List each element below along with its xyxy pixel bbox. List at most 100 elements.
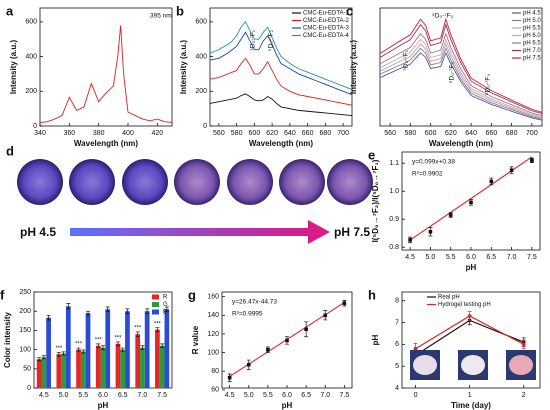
series-line bbox=[379, 38, 543, 118]
x-tick-label: 4.5 bbox=[405, 254, 415, 261]
bar bbox=[65, 306, 71, 388]
x-tick-label: 600 bbox=[425, 130, 437, 137]
y-axis-title: R value bbox=[191, 325, 200, 354]
x-tick-label: 4.5 bbox=[39, 392, 49, 399]
y-tick-label: 600 bbox=[195, 19, 207, 26]
legend-label: pH 7.0 bbox=[523, 48, 541, 54]
x-tick-label: 7.5 bbox=[527, 254, 537, 261]
error-bar bbox=[61, 351, 66, 356]
y-axis-title: Intensity (a.u.) bbox=[179, 40, 188, 95]
y-axis-title: Color intensity bbox=[3, 311, 12, 368]
x-tick-label: 2 bbox=[522, 392, 526, 399]
series-line bbox=[379, 47, 543, 120]
annotation: y=26.47x-44.73 bbox=[232, 299, 277, 306]
bar bbox=[100, 347, 106, 388]
bar bbox=[61, 353, 66, 388]
x-tick-label: 360 bbox=[63, 130, 75, 137]
photo bbox=[227, 159, 273, 205]
y-tick-label: 250 bbox=[19, 289, 31, 296]
panel-label: h bbox=[368, 287, 376, 302]
legend-label: CMC-Eu-EDTA-2 bbox=[303, 18, 350, 24]
error-bar bbox=[37, 357, 42, 362]
legend-label: pH 4.5 bbox=[523, 11, 541, 17]
point bbox=[521, 342, 526, 347]
y-tick-label: 200 bbox=[195, 88, 207, 95]
x-tick-label: 400 bbox=[122, 130, 134, 137]
error-bar bbox=[135, 331, 140, 337]
x-tick-label: 620 bbox=[266, 130, 278, 137]
point bbox=[428, 230, 433, 234]
photo-strip: d pH 4.5 pH 7.5 bbox=[6, 143, 373, 244]
error-bar bbox=[96, 343, 101, 349]
panel-label: c bbox=[346, 3, 353, 18]
x-axis-title: Wavelength (nm) bbox=[74, 139, 138, 148]
x-tick-label: 6.0 bbox=[466, 254, 476, 261]
x-tick-label: 7.0 bbox=[507, 254, 517, 261]
x-tick-label: 5.5 bbox=[446, 254, 456, 261]
legend-label: pH 5.0 bbox=[523, 18, 541, 24]
bar bbox=[41, 357, 47, 388]
y-tick-label: 160 bbox=[207, 294, 219, 301]
error-bar bbox=[56, 351, 61, 357]
x-axis-title: pH bbox=[98, 401, 109, 410]
annotation: *** bbox=[114, 335, 122, 341]
bar bbox=[115, 343, 121, 388]
y-tick-label: 7 bbox=[395, 319, 399, 326]
x-tick-label: 560 bbox=[384, 130, 396, 137]
legend-swatch bbox=[152, 309, 159, 315]
error-bar bbox=[125, 308, 130, 314]
bar bbox=[155, 329, 160, 388]
y-axis-title: Intensity (a.u.) bbox=[9, 40, 18, 95]
panel-label: f bbox=[0, 287, 5, 302]
annotation: *** bbox=[55, 346, 63, 352]
x-tick-label: 7.5 bbox=[157, 392, 167, 399]
series-line bbox=[379, 17, 543, 113]
legend-label: CMC-Eu-EDTA-3 bbox=[303, 26, 350, 32]
panel-label: a bbox=[6, 3, 14, 18]
y-tick-label: 0.9 bbox=[389, 216, 399, 223]
series-line bbox=[209, 31, 353, 96]
bar bbox=[164, 309, 170, 388]
y-tick-label: 100 bbox=[19, 346, 31, 353]
x-tick-label: 6.0 bbox=[282, 392, 292, 399]
x-tick-label: 5.0 bbox=[426, 254, 436, 261]
bar bbox=[85, 313, 91, 388]
legend-label: CMC-Eu-EDTA-1 bbox=[303, 11, 350, 17]
error-bar bbox=[140, 345, 145, 350]
y-tick-label: 1.0 bbox=[389, 188, 399, 195]
point bbox=[408, 238, 412, 242]
point bbox=[227, 375, 232, 380]
error-bar bbox=[46, 315, 51, 321]
annotation: *** bbox=[75, 342, 83, 348]
annotation: R²=0.9995 bbox=[232, 311, 263, 318]
annotation: 395 nm bbox=[150, 13, 172, 20]
x-tick-label: 5.5 bbox=[263, 392, 273, 399]
annotation: ⁵D₀-⁷F₄ bbox=[485, 74, 492, 96]
photo bbox=[509, 355, 533, 375]
x-tick-label: 4.5 bbox=[225, 392, 235, 399]
legend-label: pH 7.5 bbox=[523, 56, 541, 62]
x-tick-label: 560 bbox=[213, 130, 225, 137]
x-tick-label: 620 bbox=[445, 130, 457, 137]
y-tick-label: 60 bbox=[211, 387, 219, 394]
x-tick-label: 600 bbox=[249, 130, 261, 137]
x-tick-label: 680 bbox=[506, 130, 518, 137]
annotation: *** bbox=[154, 321, 162, 327]
plot-frame bbox=[379, 7, 543, 127]
annotation: ⁵D₀-⁷F₂ bbox=[268, 30, 275, 52]
legend-label: R bbox=[163, 295, 168, 301]
x-tick-label: 380 bbox=[93, 130, 105, 137]
series-line bbox=[209, 21, 353, 90]
legend-label: G bbox=[163, 302, 168, 308]
y-tick-label: 100 bbox=[207, 349, 219, 356]
series-line bbox=[379, 23, 543, 115]
x-tick-label: 6.0 bbox=[98, 392, 108, 399]
legend-label: Hydrogel testing pH bbox=[438, 302, 491, 308]
point bbox=[489, 179, 494, 184]
annotation: ⁵D₀-⁷F₃ bbox=[449, 62, 456, 84]
y-tick-label: 50 bbox=[23, 366, 31, 373]
x-tick-label: 640 bbox=[465, 130, 477, 137]
error-bar bbox=[101, 345, 105, 350]
point bbox=[246, 362, 251, 367]
